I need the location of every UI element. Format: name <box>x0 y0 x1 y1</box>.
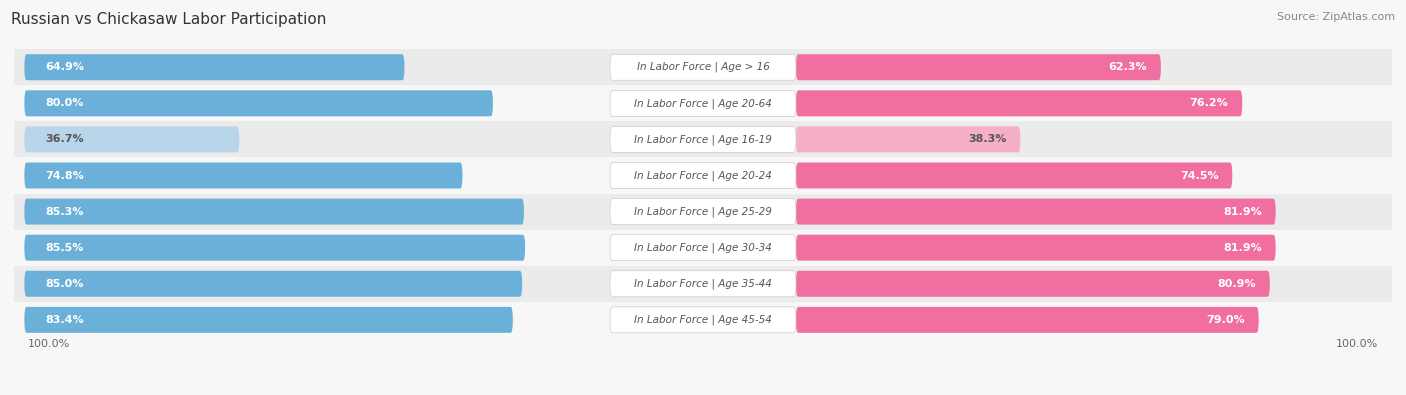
FancyBboxPatch shape <box>610 307 796 333</box>
Text: In Labor Force | Age 45-54: In Labor Force | Age 45-54 <box>634 314 772 325</box>
Text: 80.9%: 80.9% <box>1218 279 1256 289</box>
Text: 100.0%: 100.0% <box>1336 339 1378 349</box>
Text: In Labor Force | Age 35-44: In Labor Force | Age 35-44 <box>634 278 772 289</box>
Text: In Labor Force | Age 16-19: In Labor Force | Age 16-19 <box>634 134 772 145</box>
Text: In Labor Force | Age 30-34: In Labor Force | Age 30-34 <box>634 243 772 253</box>
Text: 79.0%: 79.0% <box>1206 315 1244 325</box>
Text: 85.5%: 85.5% <box>45 243 83 253</box>
FancyBboxPatch shape <box>796 199 1275 225</box>
FancyBboxPatch shape <box>14 158 1392 194</box>
Text: 62.3%: 62.3% <box>1108 62 1147 72</box>
FancyBboxPatch shape <box>796 271 1270 297</box>
FancyBboxPatch shape <box>24 307 513 333</box>
FancyBboxPatch shape <box>610 199 796 225</box>
FancyBboxPatch shape <box>14 49 1392 85</box>
FancyBboxPatch shape <box>24 235 524 261</box>
Text: 74.8%: 74.8% <box>45 171 84 181</box>
FancyBboxPatch shape <box>24 271 522 297</box>
Text: 100.0%: 100.0% <box>28 339 70 349</box>
Text: 83.4%: 83.4% <box>45 315 84 325</box>
Text: 74.5%: 74.5% <box>1180 171 1219 181</box>
Text: 80.0%: 80.0% <box>45 98 83 108</box>
Text: 85.3%: 85.3% <box>45 207 83 216</box>
FancyBboxPatch shape <box>14 302 1392 338</box>
FancyBboxPatch shape <box>24 90 494 116</box>
FancyBboxPatch shape <box>796 126 1021 152</box>
Text: In Labor Force | Age > 16: In Labor Force | Age > 16 <box>637 62 769 73</box>
FancyBboxPatch shape <box>796 307 1258 333</box>
Text: 76.2%: 76.2% <box>1189 98 1229 108</box>
FancyBboxPatch shape <box>24 126 239 152</box>
FancyBboxPatch shape <box>610 54 796 80</box>
FancyBboxPatch shape <box>610 126 796 152</box>
Text: 38.3%: 38.3% <box>969 134 1007 145</box>
FancyBboxPatch shape <box>610 235 796 261</box>
FancyBboxPatch shape <box>796 90 1243 116</box>
Text: 64.9%: 64.9% <box>45 62 84 72</box>
Text: 81.9%: 81.9% <box>1223 243 1261 253</box>
FancyBboxPatch shape <box>796 162 1232 188</box>
FancyBboxPatch shape <box>796 54 1161 80</box>
Text: In Labor Force | Age 20-64: In Labor Force | Age 20-64 <box>634 98 772 109</box>
Text: 85.0%: 85.0% <box>45 279 83 289</box>
Text: Russian vs Chickasaw Labor Participation: Russian vs Chickasaw Labor Participation <box>11 12 326 27</box>
Text: 81.9%: 81.9% <box>1223 207 1261 216</box>
FancyBboxPatch shape <box>14 85 1392 121</box>
FancyBboxPatch shape <box>14 121 1392 158</box>
FancyBboxPatch shape <box>24 199 524 225</box>
FancyBboxPatch shape <box>24 162 463 188</box>
FancyBboxPatch shape <box>610 162 796 188</box>
FancyBboxPatch shape <box>14 194 1392 229</box>
FancyBboxPatch shape <box>24 54 405 80</box>
Text: Source: ZipAtlas.com: Source: ZipAtlas.com <box>1277 12 1395 22</box>
Text: In Labor Force | Age 20-24: In Labor Force | Age 20-24 <box>634 170 772 181</box>
Text: 36.7%: 36.7% <box>45 134 84 145</box>
FancyBboxPatch shape <box>14 266 1392 302</box>
FancyBboxPatch shape <box>610 90 796 116</box>
FancyBboxPatch shape <box>14 229 1392 266</box>
Text: In Labor Force | Age 25-29: In Labor Force | Age 25-29 <box>634 206 772 217</box>
FancyBboxPatch shape <box>610 271 796 297</box>
FancyBboxPatch shape <box>796 235 1275 261</box>
